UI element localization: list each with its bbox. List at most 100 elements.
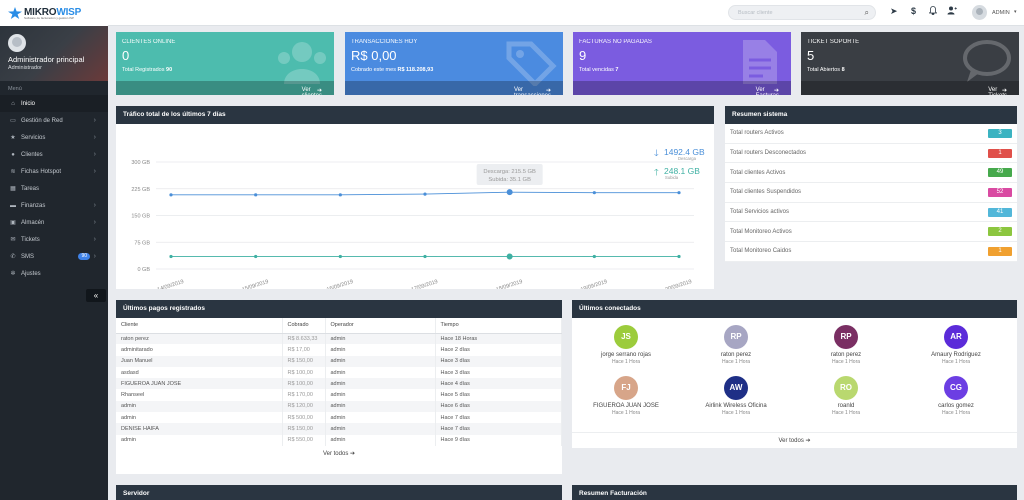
sidebar-item-finanzas[interactable]: ▬ Finanzas › — [0, 197, 108, 214]
sidebar-item-gesti-n-de-red[interactable]: ▭ Gestión de Red › — [0, 112, 108, 129]
table-row[interactable]: adminitarado R$ 17,00 admin Hace 2 días — [116, 344, 562, 356]
sidebar-item-ajustes[interactable]: ✲ Ajustes — [0, 265, 108, 282]
payments-view-all-link[interactable]: Ver todos ➔ — [116, 450, 562, 457]
bell-icon[interactable] — [928, 6, 938, 17]
connected-user[interactable]: AW Airlink Wireless Oficina Hace 1 Hora — [686, 376, 786, 416]
gear-icon: ✲ — [10, 271, 16, 277]
payments-table: Cliente Cobrado Operador Tiempo raton perez… — [116, 318, 562, 446]
table-cell: admin — [116, 400, 283, 413]
data-point — [169, 254, 173, 259]
table-cell: Hace 5 días — [435, 389, 562, 401]
arrow-right-icon: ➔ — [316, 88, 322, 94]
table-cell: R$ 150,00 — [282, 355, 326, 367]
arrow-right-icon: ➔ — [773, 88, 779, 94]
column-header[interactable]: Cobrado — [282, 318, 326, 334]
sidebar-item-tickets[interactable]: ✉ Tickets › — [0, 231, 108, 248]
last-seen: Hace 1 Hora — [721, 410, 751, 416]
table-row[interactable]: asdasd R$ 100,00 admin Hace 3 días — [116, 366, 562, 379]
user-name: FIGUEROA JUAN JOSE — [593, 403, 659, 409]
add-user-icon[interactable] — [947, 6, 957, 17]
avatar[interactable]: RO — [834, 376, 858, 400]
card-footer-link[interactable]: Ver Facturas ➔ — [573, 81, 791, 95]
send-icon[interactable]: ➤ — [890, 6, 898, 16]
card-value: 9 — [579, 48, 587, 63]
connected-user[interactable]: JS jorge serrano rojas Hace 1 Hora — [576, 325, 676, 365]
summary-panel: Resumen sistema Total routers Activos 3 To… — [725, 106, 1017, 262]
data-point — [254, 193, 258, 197]
table-row[interactable]: admin R$ 120,00 admin Hace 6 días — [116, 400, 562, 413]
data-point — [506, 189, 513, 196]
wifi-icon: ≋ — [10, 169, 16, 175]
last-seen: Hace 1 Hora — [941, 410, 971, 416]
table-row[interactable]: admin R$ 500,00 admin Hace 7 días — [116, 412, 562, 424]
connected-user[interactable]: RO roanld Hace 1 Hora — [796, 376, 896, 416]
connected-user[interactable]: CG carlos gomez Hace 1 Hora — [906, 376, 1006, 416]
avatar[interactable] — [8, 34, 26, 52]
user-role: Administrador — [8, 65, 42, 71]
sidebar-item-label: Clientes — [21, 151, 43, 158]
table-row[interactable]: Juan Manuel R$ 150,00 admin Hace 3 días — [116, 355, 562, 367]
table-row[interactable]: raton perez R$ 8.633,33 admin Hace 18 Horas — [116, 333, 562, 345]
connected-user[interactable]: RP raton perez Hace 1 Hora — [686, 325, 786, 365]
sidebar-item-servicios[interactable]: ★ Servicios › — [0, 129, 108, 146]
avatar[interactable]: JS — [614, 325, 638, 349]
sidebar-item-inicio[interactable]: ⌂ Inicio — [0, 95, 108, 112]
connected-user[interactable]: FJ FIGUEROA JUAN JOSE Hace 1 Hora — [576, 376, 676, 416]
last-seen: Hace 1 Hora — [611, 359, 641, 365]
card-footer-link[interactable]: Ver clientes ➔ — [116, 81, 334, 95]
avatar[interactable]: FJ — [614, 376, 638, 400]
summary-label: Total Monitoreo Activos — [730, 228, 792, 235]
sidebar-item-tareas[interactable]: ▦ Tareas — [0, 180, 108, 197]
mikrowisp-logo[interactable]: MIKROWISP Software de facturación y gest… — [8, 7, 81, 20]
user-name: Administrador principal — [8, 55, 85, 64]
tooltip-upload: Subida: 35.1 GB — [488, 177, 531, 183]
table-row[interactable]: admin R$ 550,00 admin Hace 9 días — [116, 434, 562, 446]
server-title: Servidor — [116, 485, 562, 500]
summary-count-badge: 3 — [988, 128, 1012, 138]
connected-user[interactable]: AR Amaury Rodriguez Hace 1 Hora — [906, 325, 1006, 365]
table-cell: R$ 120,00 — [282, 400, 326, 413]
table-row[interactable]: DENISE HAIFA R$ 150,00 admin Hace 7 días — [116, 423, 562, 435]
view-all-label: Ver todos — [778, 438, 804, 444]
billing-panel: Resumen Facturación — [572, 485, 1017, 500]
table-row[interactable]: Rhanseel R$ 170,00 admin Hace 5 días — [116, 389, 562, 401]
user-menu-label[interactable]: ADMIN — [992, 10, 1010, 16]
connected-user[interactable]: RP raton perez Hace 1 Hora — [796, 325, 896, 365]
wallet-icon: ▬ — [10, 202, 16, 209]
search-icon[interactable]: ⌕ — [864, 8, 869, 17]
table-cell: Hace 9 días — [435, 434, 562, 446]
caret-down-icon[interactable]: ▾ — [1014, 9, 1017, 15]
column-header[interactable]: Cliente — [116, 318, 283, 334]
avatar[interactable]: RP — [834, 325, 858, 349]
avatar[interactable]: AW — [724, 376, 748, 400]
tag-icon — [505, 38, 557, 88]
upload-label: Subida — [665, 175, 679, 180]
x-tick-label: 16/09/2019 — [326, 279, 354, 289]
avatar[interactable]: AR — [944, 325, 968, 349]
avatar[interactable]: RP — [724, 325, 748, 349]
table-row[interactable]: FIGUEROA JUAN JOSE R$ 100,00 admin Hace 4 d… — [116, 378, 562, 390]
user-name: raton perez — [720, 352, 752, 358]
brand-area: MIKROWISP Software de facturación y gest… — [0, 0, 108, 26]
column-header[interactable]: Operador — [325, 318, 436, 334]
upload-total: 248.1 GB — [664, 166, 700, 176]
avatar[interactable]: CG — [944, 376, 968, 400]
sidebar-item-clientes[interactable]: ● Clientes › — [0, 146, 108, 163]
sidebar-item-sms[interactable]: ✆ SMS 90 › — [0, 248, 108, 265]
table-cell: R$ 150,00 — [282, 423, 326, 435]
card-footer-link[interactable]: Ver Tickets ➔ — [801, 81, 1019, 95]
sidebar-item-almac-n[interactable]: ▣ Almacén › — [0, 214, 108, 231]
card-footer-link[interactable]: Ver transacciones ➔ — [345, 81, 563, 95]
dollar-icon[interactable]: $ — [911, 6, 917, 16]
collapse-sidebar-button[interactable]: « — [86, 289, 106, 302]
connected-view-all-link[interactable]: Ver todos ➔ — [572, 432, 1017, 444]
last-seen: Hace 1 Hora — [831, 410, 861, 416]
summary-label: Total clientes Activos — [730, 169, 786, 176]
sidebar-item-fichas-hotspot[interactable]: ≋ Fichas Hotspot › — [0, 163, 108, 180]
summary-list: Total routers Activos 3 Total routers Desc… — [725, 124, 1017, 262]
table-cell: admin — [325, 344, 436, 356]
column-header[interactable]: Tiempo — [435, 318, 562, 334]
user-avatar[interactable] — [972, 5, 987, 20]
table-cell: admin — [325, 333, 436, 345]
search-input[interactable]: Buscar cliente ⌕ — [728, 5, 876, 20]
